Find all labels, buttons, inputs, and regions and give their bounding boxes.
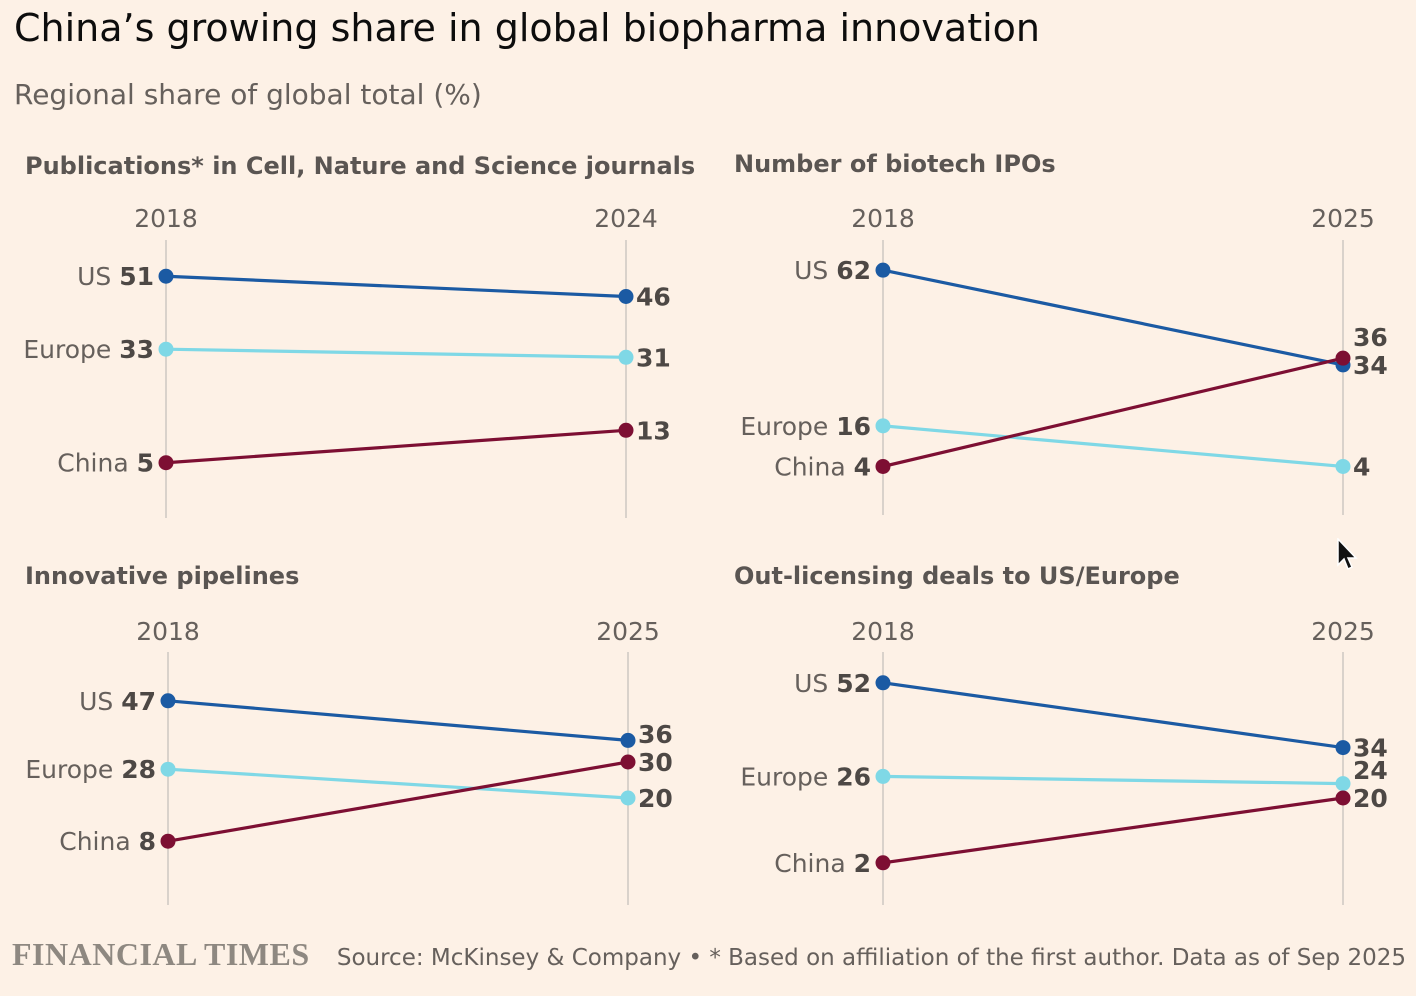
series-label-us: US 62	[794, 256, 871, 285]
chart-subtitle: Regional share of global total (%)	[14, 78, 482, 111]
point-end-china	[620, 754, 636, 770]
point-start-europe	[160, 761, 176, 777]
point-start-us	[875, 675, 891, 691]
x-tick-label: 2018	[136, 617, 200, 646]
series-line-china	[164, 428, 628, 465]
panel-title: Out-licensing deals to US/Europe	[734, 562, 1180, 590]
series-line-china	[881, 796, 1345, 865]
x-tick-label: 2018	[851, 617, 915, 646]
panel-title: Publications* in Cell, Nature and Scienc…	[25, 152, 695, 180]
chart-title: China’s growing share in global biopharm…	[14, 6, 1040, 50]
series-label-us: US 52	[794, 669, 871, 698]
series-label-china: China 5	[57, 449, 154, 478]
x-tick-label: 2025	[1311, 617, 1375, 646]
panel-title: Number of biotech IPOs	[734, 150, 1056, 178]
point-start-us	[158, 268, 174, 284]
value-label-end-us: 34	[1353, 734, 1388, 763]
x-tick-label: 2024	[594, 204, 658, 233]
series-line-europe	[881, 774, 1345, 786]
mouse-cursor-icon	[1337, 538, 1358, 571]
point-end-us	[620, 732, 636, 748]
point-start-china	[158, 455, 174, 471]
series-line-us	[881, 681, 1345, 750]
x-tick-label: 2018	[134, 204, 198, 233]
panel-title: Innovative pipelines	[25, 562, 299, 590]
series-line-europe	[166, 767, 630, 800]
point-start-europe	[875, 418, 891, 434]
value-label-end-europe: 20	[638, 784, 673, 813]
point-start-china	[875, 458, 891, 474]
series-label-europe: Europe 26	[740, 762, 871, 791]
x-tick-label: 2025	[1311, 204, 1375, 233]
value-label-end-us: 46	[636, 282, 671, 311]
value-label-end-europe: 4	[1353, 452, 1370, 481]
value-label-end-europe: 24	[1353, 756, 1388, 785]
value-label-end-china: 13	[636, 416, 671, 445]
series-line-europe	[164, 347, 628, 359]
value-label-end-us: 34	[1353, 351, 1388, 380]
series-line-china	[166, 760, 630, 843]
x-tick-label: 2025	[596, 617, 660, 646]
series-line-china	[881, 356, 1345, 469]
point-start-china	[875, 855, 891, 871]
point-end-china	[1335, 790, 1351, 806]
x-tick-label: 2018	[851, 204, 915, 233]
series-label-europe: Europe 33	[23, 335, 154, 364]
point-end-china	[618, 422, 634, 438]
series-label-china: China 4	[774, 452, 871, 481]
value-label-end-china: 30	[638, 748, 673, 777]
series-label-china: China 8	[59, 827, 156, 856]
point-end-europe	[1335, 776, 1351, 792]
series-label-europe: Europe 28	[25, 755, 156, 784]
point-end-europe	[618, 349, 634, 365]
point-start-us	[160, 693, 176, 709]
series-line-us	[164, 274, 628, 299]
series-label-us: US 51	[77, 262, 154, 291]
series-label-europe: Europe 16	[740, 412, 871, 441]
series-line-europe	[881, 424, 1345, 469]
point-start-europe	[875, 768, 891, 784]
ft-logo: FINANCIAL TIMES	[12, 936, 310, 972]
point-start-us	[875, 262, 891, 278]
point-start-europe	[158, 341, 174, 357]
point-end-china	[1335, 350, 1351, 366]
series-label-us: US 47	[79, 687, 156, 716]
series-line-us	[166, 699, 630, 743]
value-label-end-europe: 31	[636, 343, 671, 372]
series-label-china: China 2	[774, 849, 871, 878]
series-line-us	[881, 268, 1345, 367]
point-end-us	[1335, 740, 1351, 756]
point-end-europe	[1335, 458, 1351, 474]
value-label-end-china: 20	[1353, 784, 1388, 813]
point-end-us	[618, 288, 634, 304]
value-label-end-china: 36	[1353, 323, 1388, 352]
point-end-europe	[620, 790, 636, 806]
source-note: Source: McKinsey & Company • * Based on …	[336, 945, 1406, 971]
point-start-china	[160, 833, 176, 849]
value-label-end-us: 36	[638, 720, 673, 749]
